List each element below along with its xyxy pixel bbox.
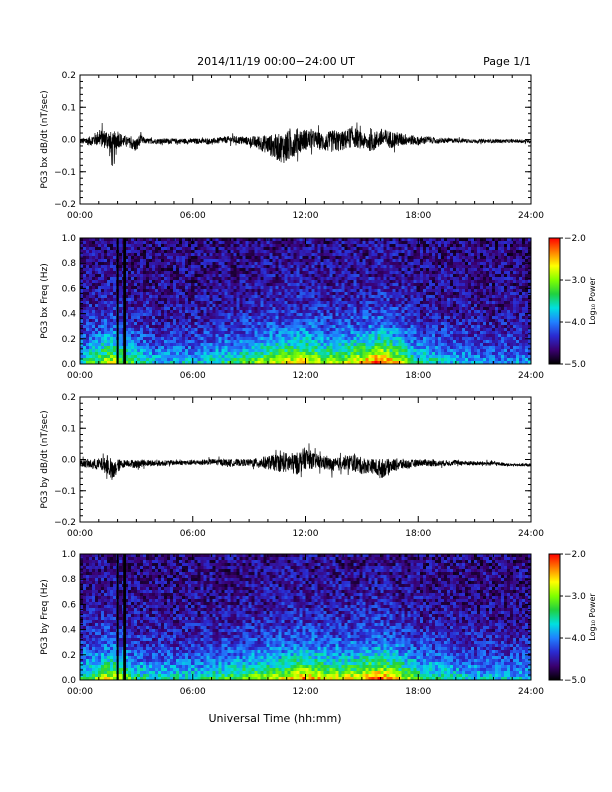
colorbar: −2.0 −3.0 −4.0 −5.0 Log₁₀ Power — [548, 550, 597, 686]
colorbar-tick-label: −3.0 — [564, 592, 586, 602]
x-tick-label: 24:00 — [518, 529, 544, 539]
y-tick-label: 0.1 — [62, 103, 76, 113]
y-tick-label: 0.2 — [62, 393, 76, 403]
data-gap-band — [123, 238, 127, 364]
x-tick-label: 18:00 — [405, 687, 431, 697]
y-tick-label: −0.2 — [54, 518, 76, 528]
x-tick-label: 12:00 — [293, 687, 319, 697]
y-tick-label: 0.8 — [62, 575, 77, 585]
panel-3-line: 00:00 06:00 12:00 18:00 24:00 −0.2 −0.1 0.0 0.1 0… — [40, 393, 544, 539]
x-tick-label: 12:00 — [293, 529, 319, 539]
x-tick-label: 06:00 — [180, 687, 206, 697]
colorbar-bar — [548, 553, 561, 681]
y-tick-label: 0.0 — [62, 676, 77, 686]
colorbar-tick-label: −2.0 — [564, 550, 586, 560]
spectrogram-image — [80, 238, 531, 364]
colorbar-bar — [548, 237, 561, 365]
x-tick-label: 06:00 — [180, 211, 206, 221]
y-tick-label: −0.2 — [54, 200, 76, 210]
page-indicator: Page 1/1 — [483, 55, 531, 68]
colorbar-tick-label: −2.0 — [564, 234, 586, 244]
y-tick-label: −0.1 — [54, 168, 76, 178]
colorbar-label: Log₁₀ Power — [588, 277, 597, 325]
spectrogram-image — [80, 554, 531, 680]
data-gap-band — [116, 238, 119, 364]
colorbar: −2.0 −3.0 −4.0 −5.0 Log₁₀ Power — [548, 234, 597, 370]
trace-line — [79, 443, 532, 480]
y-tick-label: 0.1 — [62, 424, 76, 434]
y-tick-label: 0.0 — [62, 456, 77, 466]
x-tick-label: 00:00 — [67, 687, 93, 697]
colorbar-tick-label: −4.0 — [564, 634, 586, 644]
x-tick-label: 12:00 — [293, 371, 319, 381]
y-tick-label: 0.0 — [62, 360, 77, 370]
y-axis-label: PG3 by Freq (Hz) — [40, 579, 50, 655]
panel-4-heatmap: −2.0 −3.0 −4.0 −5.0 Log₁₀ Power 00:00 06:00 12:… — [40, 550, 597, 697]
x-tick-label: 24:00 — [518, 687, 544, 697]
y-tick-label: −0.1 — [54, 487, 76, 497]
x-tick-label: 06:00 — [180, 529, 206, 539]
y-tick-label: 1.0 — [62, 234, 77, 244]
x-tick-label: 24:00 — [518, 371, 544, 381]
y-tick-label: 0.4 — [62, 310, 77, 320]
x-tick-label: 06:00 — [180, 371, 206, 381]
x-tick-label: 18:00 — [405, 371, 431, 381]
y-tick-label: 1.0 — [62, 550, 77, 560]
y-tick-label: 0.2 — [62, 651, 76, 661]
y-tick-label: 0.2 — [62, 335, 76, 345]
y-tick-label: 0.6 — [62, 284, 77, 294]
figure-title: 2014/11/19 00:00−24:00 UT — [197, 55, 355, 68]
y-tick-label: 0.4 — [62, 626, 77, 636]
panels: 00:00 06:00 12:00 18:00 24:00 −0.2 −0.1 0.0 0.1 0… — [40, 71, 597, 697]
x-tick-label: 00:00 — [67, 371, 93, 381]
colorbar-tick-label: −3.0 — [564, 276, 586, 286]
x-tick-label: 12:00 — [293, 211, 319, 221]
colorbar-label: Log₁₀ Power — [588, 593, 597, 641]
y-tick-label: 0.8 — [62, 259, 77, 269]
y-axis-label: PG3 bx dB/dt (nT/sec) — [40, 90, 50, 188]
panel-1-line: 00:00 06:00 12:00 18:00 24:00 −0.2 −0.1 0.0 0.1 0… — [40, 71, 544, 221]
y-axis-label: PG3 bx Freq (Hz) — [40, 263, 50, 339]
x-tick-label: 18:00 — [405, 211, 431, 221]
x-tick-label: 18:00 — [405, 529, 431, 539]
x-tick-label: 24:00 — [518, 211, 544, 221]
panel-2-heatmap: −2.0 −3.0 −4.0 −5.0 Log₁₀ Power 00:00 06:00 12:… — [40, 234, 597, 381]
y-tick-label: 0.2 — [62, 71, 76, 81]
x-tick-label: 00:00 — [67, 529, 93, 539]
y-tick-label: 0.0 — [62, 136, 77, 146]
y-axis-label: PG3 by dB/dt (nT/sec) — [40, 410, 50, 508]
colorbar-tick-label: −5.0 — [564, 360, 586, 370]
x-tick-label: 00:00 — [67, 211, 93, 221]
data-gap-band — [116, 554, 119, 680]
x-axis-label: Universal Time (hh:mm) — [209, 712, 342, 725]
colorbar-tick-label: −5.0 — [564, 676, 586, 686]
data-gap-band — [123, 554, 127, 680]
trace-line — [79, 122, 532, 166]
colorbar-tick-label: −4.0 — [564, 318, 586, 328]
y-tick-label: 0.6 — [62, 600, 77, 610]
